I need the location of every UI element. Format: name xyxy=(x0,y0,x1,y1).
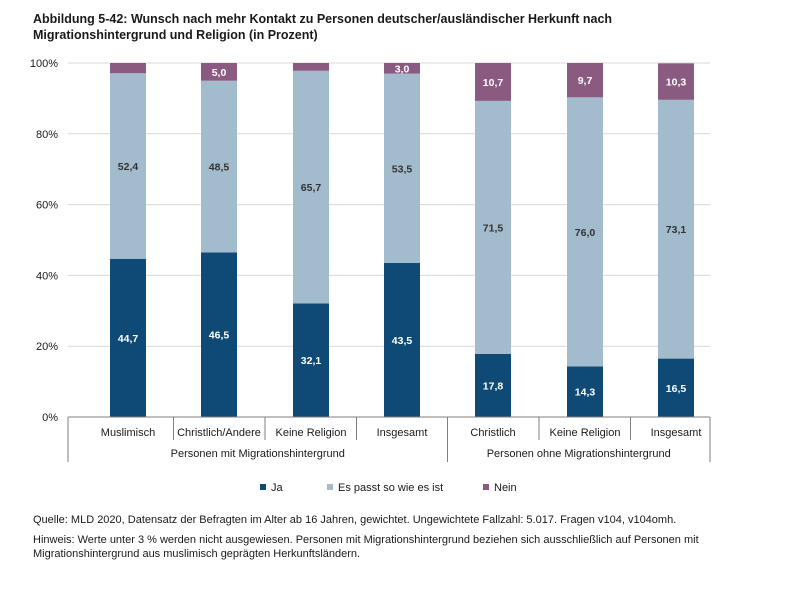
x-tick-label: Insgesamt xyxy=(377,427,428,439)
bar-segment-ja xyxy=(201,252,237,417)
bar-segment-nein xyxy=(384,63,420,74)
x-tick-label: Keine Religion xyxy=(550,427,621,439)
data-label: 76,0 xyxy=(575,227,596,239)
bar-segment-passt xyxy=(201,80,237,253)
data-label: 3,0 xyxy=(395,63,410,75)
x-tick-label: Muslimisch xyxy=(101,427,155,439)
x-tick-label: Insgesamt xyxy=(651,427,702,439)
bar-segment-nein xyxy=(110,63,146,74)
group-label: Personen ohne Migrationshintergrund xyxy=(487,448,671,460)
source-text: Quelle: MLD 2020, Datensatz der Befragte… xyxy=(33,514,677,526)
data-label: 48,5 xyxy=(209,162,230,174)
x-tick-label: Christlich xyxy=(470,427,515,439)
legend-label: Nein xyxy=(494,482,517,494)
source-note: Quelle: MLD 2020, Datensatz der Befragte… xyxy=(33,513,733,527)
bar-segment-passt xyxy=(658,99,694,359)
data-label: 10,7 xyxy=(483,77,504,89)
hint-text: Hinweis: Werte unter 3 % werden nicht au… xyxy=(33,534,699,560)
legend-swatch-ja xyxy=(260,484,266,490)
bar-segment-passt xyxy=(110,73,146,259)
bar-segment-nein xyxy=(567,63,603,98)
group-label: Personen mit Migrationshintergrund xyxy=(171,448,345,460)
y-tick-label: 100% xyxy=(30,58,58,70)
y-tick-label: 20% xyxy=(36,341,58,353)
data-label: 53,5 xyxy=(392,163,413,175)
bar-segment-ja xyxy=(658,358,694,417)
stacked-bar-chart: 0% 20% 40% 60% 80% 100% 44,7 52,4 46,5 48,5 5,0 32,… xyxy=(30,58,711,494)
data-label: 9,7 xyxy=(578,75,593,87)
legend-swatch-nein xyxy=(483,484,489,490)
data-label: 52,4 xyxy=(118,161,139,173)
bar-segment-ja xyxy=(110,258,146,417)
data-label: 16,5 xyxy=(666,383,687,395)
data-label: 10,3 xyxy=(666,77,687,89)
bar-segment-ja xyxy=(384,263,420,417)
y-tick-label: 40% xyxy=(36,270,58,282)
data-label: 46,5 xyxy=(209,330,230,342)
y-tick-label: 80% xyxy=(36,129,58,141)
data-label: 14,3 xyxy=(575,387,596,399)
bar-segment-passt xyxy=(293,70,329,304)
hint-note: Hinweis: Werte unter 3 % werden nicht au… xyxy=(33,533,733,561)
legend-label: Ja xyxy=(271,482,284,494)
data-label: 32,1 xyxy=(301,355,322,367)
chart-title: Abbildung 5-42: Wunsch nach mehr Kontakt… xyxy=(33,11,733,43)
legend-label: Es passt so wie es ist xyxy=(338,482,443,494)
figure-number: Abbildung 5-42: xyxy=(33,12,128,26)
bar-segment-nein xyxy=(658,63,694,100)
bar-segment-ja xyxy=(475,353,511,417)
data-label: 17,8 xyxy=(483,380,504,392)
data-label: 73,1 xyxy=(666,224,687,236)
bar-segment-nein xyxy=(293,63,329,71)
data-label: 65,7 xyxy=(301,182,322,194)
bar-segment-nein xyxy=(201,63,237,81)
legend-swatch-passt xyxy=(327,484,333,490)
data-label: 5,0 xyxy=(212,67,227,79)
data-label: 71,5 xyxy=(483,222,504,234)
bar-segment-ja xyxy=(293,303,329,417)
y-tick-label: 0% xyxy=(42,412,58,424)
bar-segment-passt xyxy=(384,73,420,264)
bar-segment-ja xyxy=(567,366,603,417)
figure-caption: Wunsch nach mehr Kontakt zu Personen deu… xyxy=(33,12,613,42)
x-tick-label: Christlich/Andere xyxy=(177,427,261,439)
data-label: 43,5 xyxy=(392,335,413,347)
bar-segment-passt xyxy=(475,100,511,354)
bar-segment-passt xyxy=(567,97,603,367)
x-tick-label: Keine Religion xyxy=(276,427,347,439)
data-label: 44,7 xyxy=(118,333,139,345)
y-tick-label: 60% xyxy=(36,200,58,212)
bar-segment-nein xyxy=(475,63,511,101)
